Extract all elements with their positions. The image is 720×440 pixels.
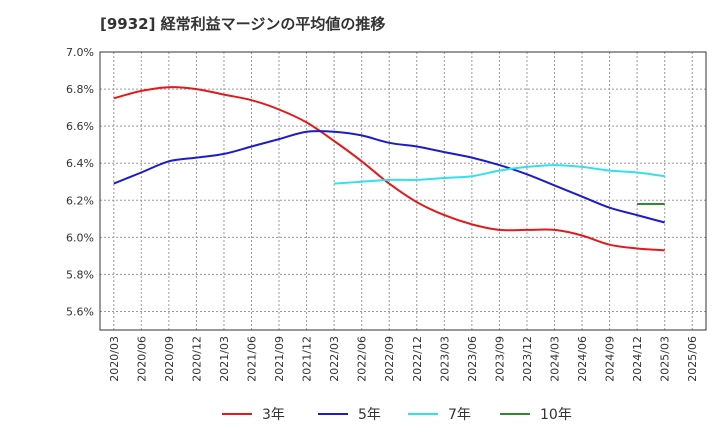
x-tick-label: 2025/03: [659, 336, 672, 382]
series-line-2: [334, 164, 665, 185]
x-tick-label: 2023/03: [438, 336, 451, 382]
x-tick-label: 2022/03: [328, 336, 341, 382]
x-tick-label: 2024/09: [604, 336, 617, 382]
x-tick-label: 2021/03: [218, 336, 231, 382]
legend-label: 3年: [262, 407, 285, 423]
chart-title: [9932] 経常利益マージンの平均値の推移: [100, 15, 386, 33]
x-tick-label: 2020/12: [190, 336, 203, 382]
series-line-1: [113, 130, 665, 224]
x-axis-ticks: 2020/03 2020/06 2020/09 2020/12 2021/03 2021/…: [108, 336, 699, 382]
x-tick-label: 2023/09: [493, 336, 506, 382]
y-tick-label: 6.0%: [66, 231, 94, 244]
legend-label: 10年: [540, 407, 572, 423]
y-tick-label: 5.6%: [66, 305, 94, 318]
x-tick-label: 2025/06: [686, 336, 699, 382]
x-tick-label: 2021/09: [273, 336, 286, 382]
x-tick-label: 2021/06: [246, 336, 259, 382]
y-tick-label: 6.6%: [66, 120, 94, 133]
series-line-0: [113, 86, 665, 252]
x-tick-label: 2023/12: [521, 336, 534, 382]
y-tick-label: 6.8%: [66, 83, 94, 96]
x-tick-label: 2024/06: [576, 336, 589, 382]
legend-label: 7年: [448, 407, 471, 423]
y-axis-ticks: 5.6% 5.8% 6.0% 6.2% 6.4% 6.6% 6.8% 7.0%: [66, 46, 94, 318]
x-tick-label: 2020/03: [108, 336, 121, 382]
y-tick-label: 6.2%: [66, 194, 94, 207]
series-layer: [113, 86, 665, 252]
y-tick-label: 5.8%: [66, 268, 94, 281]
legend: 3年 5年 7年 10年: [222, 407, 572, 423]
x-tick-label: 2021/12: [301, 336, 314, 382]
x-tick-label: 2022/09: [383, 336, 396, 382]
legend-label: 5年: [358, 407, 381, 423]
y-tick-label: 7.0%: [66, 46, 94, 59]
x-tick-label: 2024/03: [549, 336, 562, 382]
x-tick-label: 2023/06: [466, 336, 479, 382]
x-tick-label: 2020/09: [163, 336, 176, 382]
plot-frame: [99, 51, 707, 331]
y-tick-label: 6.4%: [66, 157, 94, 170]
grid-layer: [100, 52, 706, 330]
x-tick-label: 2022/12: [411, 336, 424, 382]
x-tick-label: 2020/06: [135, 336, 148, 382]
x-tick-label: 2024/12: [631, 336, 644, 382]
x-tick-label: 2022/06: [356, 336, 369, 382]
